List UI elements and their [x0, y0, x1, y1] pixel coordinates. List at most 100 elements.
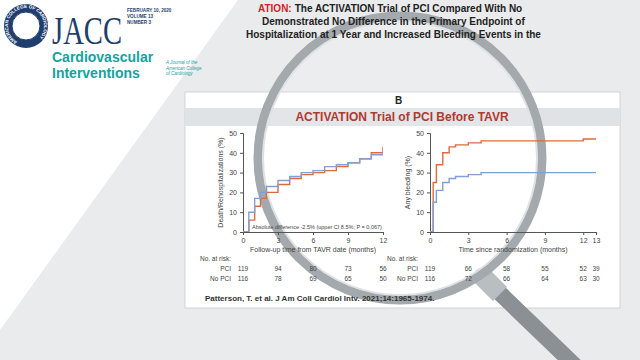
y-tick: 20 [416, 189, 430, 196]
y-tick-mark [427, 173, 430, 174]
background [0, 0, 640, 360]
x-axis: 0 3 6 9 12 13 [429, 232, 601, 244]
y-tick-label: 10 [229, 209, 237, 216]
x-tick: 0 [242, 232, 246, 244]
banner-label: ATION: [258, 3, 292, 14]
y-tick-mark [240, 232, 243, 233]
y-tick-mark [427, 133, 430, 134]
x-tick-label: 6 [312, 237, 316, 244]
x-tick-label: 0 [429, 237, 433, 244]
x-tick: 6 [312, 232, 316, 244]
y-axis-line [427, 134, 431, 233]
at-risk-group: PCI [407, 265, 418, 272]
y-tick: 10 [229, 209, 243, 216]
at-risk-title: No. at risk: [387, 255, 418, 262]
magnifier-lens-inner [263, 21, 537, 295]
at-risk-count: 56 [379, 265, 387, 272]
seal-inner [12, 12, 40, 40]
x-tick-label: 3 [467, 237, 471, 244]
x-tick: 12 [580, 232, 588, 244]
x-tick: 9 [347, 232, 351, 244]
plot-area [430, 139, 596, 232]
y-tick: 40 [416, 150, 430, 157]
y-tick-mark [427, 192, 430, 193]
seal-text: AMERICAN COLLEGE OF CARDIOLOGY [4, 4, 48, 45]
x-tick: 6 [505, 232, 509, 244]
y-tick-label: 30 [416, 169, 424, 176]
x-tick-mark [583, 232, 584, 235]
figure-canvas: AMERICAN COLLEGE OF CARDIOLOGYJACC FEBRUA… [0, 0, 640, 360]
x-tick-label: 6 [505, 237, 509, 244]
page: AMERICAN COLLEGE OF CARDIOLOGYJACC FEBRUA… [0, 0, 640, 360]
at-risk-count: 39 [592, 265, 600, 272]
plot-area [243, 147, 383, 232]
x-tick: 9 [543, 232, 547, 244]
at-risk-count: 119 [238, 265, 249, 272]
survival-curve [243, 151, 383, 232]
at-risk-count: 55 [541, 265, 549, 272]
banner-text: The ACTIVATION Trial of PCI Compared Wit… [295, 3, 523, 14]
annotation: Absolute difference -2.5% (upper CI 8.5%… [252, 224, 382, 230]
x-tick: 3 [467, 232, 471, 244]
y-tick: 50 [416, 130, 430, 137]
journal-name: JACC [52, 8, 122, 53]
y-tick-mark [427, 153, 430, 154]
y-tick: 30 [229, 169, 243, 176]
seal-outer [4, 4, 48, 48]
x-tick: 3 [277, 232, 281, 244]
y-tick-mark [240, 133, 243, 134]
magnifier-lens [258, 16, 542, 300]
y-tick-label: 50 [416, 130, 424, 137]
x-axis-line [244, 233, 384, 236]
at-risk-count: 116 [425, 275, 436, 282]
at-risk-count: 78 [274, 275, 282, 282]
at-risk-count: 65 [344, 275, 352, 282]
y-tick-label: 20 [416, 189, 424, 196]
y-tick: 0 [233, 229, 243, 236]
y-tick-mark [240, 173, 243, 174]
x-tick-label: 9 [347, 237, 351, 244]
at-risk-count: 52 [580, 265, 588, 272]
at-risk-count: 72 [465, 275, 473, 282]
x-tick-mark [596, 232, 597, 235]
at-risk-count: 66 [503, 275, 511, 282]
x-axis-line [431, 233, 597, 236]
at-risk-count: 80 [309, 265, 317, 272]
journal-subtitle: Cardiovascular [52, 49, 154, 65]
issue-info: VOLUME 13 [127, 14, 153, 19]
x-tick-label: 13 [593, 237, 601, 244]
y-tick: 30 [416, 169, 430, 176]
x-tick: 13 [593, 232, 601, 244]
x-tick: 0 [429, 232, 433, 244]
figure-title: ACTIVATION Trial of PCI Before TAVR [295, 110, 508, 124]
survival-curve [430, 139, 596, 232]
society-seal: AMERICAN COLLEGE OF CARDIOLOGY [4, 4, 48, 48]
x-tick-label: 0 [242, 237, 246, 244]
panel-label: B [395, 95, 402, 106]
survival-curve [243, 147, 383, 232]
y-tick: 50 [229, 130, 243, 137]
issue-info: FEBRUARY 10, 2020 [127, 8, 172, 13]
journal-tagline: of Cardiology [166, 71, 193, 76]
y-tick-label: 40 [416, 150, 424, 157]
y-axis: 01020304050 [416, 130, 430, 236]
at-risk-group: No PCI [397, 275, 418, 282]
y-tick: 0 [420, 229, 430, 236]
x-tick-label: 12 [580, 237, 588, 244]
at-risk-group: PCI [220, 265, 231, 272]
y-tick-mark [240, 192, 243, 193]
issue-info: NUMBER 3 [127, 20, 151, 25]
x-tick: 12 [380, 232, 388, 244]
at-risk-count: 94 [274, 265, 282, 272]
survival-curve [430, 173, 596, 232]
y-tick-label: 40 [229, 150, 237, 157]
y-tick-label: 50 [229, 130, 237, 137]
at-risk-count: 64 [541, 275, 549, 282]
at-risk-count: 73 [344, 265, 352, 272]
y-tick-label: 0 [233, 229, 237, 236]
y-tick-label: 0 [420, 229, 424, 236]
y-axis: 01020304050 [229, 130, 243, 236]
y-tick-mark [427, 212, 430, 213]
at-risk-count: 63 [580, 275, 588, 282]
banner-line: Demonstrated No Difference in the Primar… [262, 16, 525, 27]
